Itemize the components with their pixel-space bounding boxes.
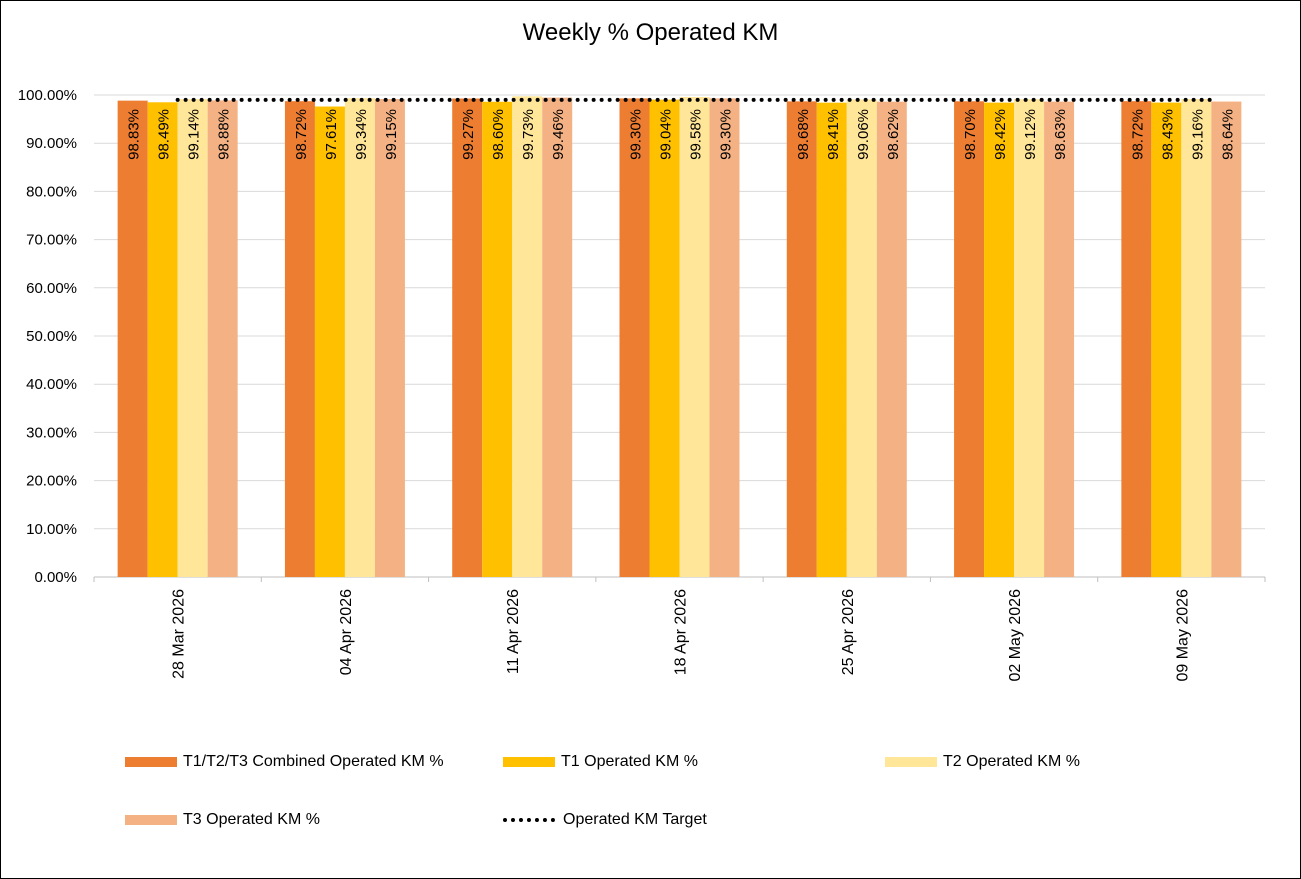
data-label: 99.06% (855, 109, 872, 160)
data-label: 98.70% (962, 109, 979, 160)
bar (786, 101, 817, 577)
data-label: 98.41% (825, 109, 842, 160)
y-tick-label: 30.00% (26, 424, 77, 441)
bar (512, 96, 543, 578)
bar (816, 102, 847, 577)
bar (679, 97, 710, 577)
data-label: 98.49% (156, 109, 173, 160)
data-label: 97.61% (323, 109, 340, 160)
legend-swatch-combined (125, 757, 177, 767)
chart-title: Weekly % Operated KM (522, 19, 779, 46)
data-label: 98.63% (1052, 109, 1069, 160)
legend-swatch-t1 (503, 757, 555, 767)
y-tick-label: 10.00% (26, 521, 77, 538)
bar (649, 99, 680, 577)
data-label: 98.60% (490, 109, 507, 160)
bar (1211, 101, 1242, 577)
legend-label-t1: T1 Operated KM % (561, 753, 698, 770)
legend-label-target: Operated KM Target (563, 811, 707, 828)
bar (374, 99, 405, 578)
legend-swatch-t2 (885, 757, 937, 767)
data-label: 99.12% (1022, 109, 1039, 160)
bar (619, 98, 650, 578)
y-tick-label: 50.00% (26, 328, 77, 345)
data-label: 98.62% (885, 109, 902, 160)
y-tick-label: 70.00% (26, 232, 77, 249)
data-label: 99.58% (688, 109, 705, 160)
y-tick-label: 90.00% (26, 135, 77, 152)
bar (876, 101, 907, 577)
data-label: 99.34% (353, 109, 370, 160)
x-tick-label: 18 Apr 2026 (673, 589, 690, 675)
data-label: 99.30% (628, 109, 645, 160)
x-tick-label: 11 Apr 2026 (505, 589, 522, 674)
data-label: 99.27% (460, 109, 477, 160)
bar (1121, 101, 1152, 577)
legend-item-combined: T1/T2/T3 Combined Operated KM % (125, 752, 444, 772)
legend-item-t1: T1 Operated KM % (503, 752, 698, 772)
bar (344, 98, 375, 577)
bar (452, 98, 483, 577)
bar (984, 102, 1015, 577)
y-tick-label: 100.00% (18, 87, 77, 104)
data-label: 99.16% (1189, 109, 1206, 160)
data-label: 98.88% (216, 109, 233, 160)
legend-item-t3: T3 Operated KM % (125, 810, 320, 830)
data-label: 98.68% (795, 109, 812, 160)
y-tick-label: 0.00% (34, 569, 77, 586)
legend-item-t2: T2 Operated KM % (885, 752, 1080, 772)
data-label: 99.46% (550, 109, 567, 160)
data-label: 98.72% (1129, 109, 1146, 160)
data-label: 98.64% (1219, 109, 1236, 160)
legend-swatch-target (503, 818, 555, 822)
legend-item-target: Operated KM Target (503, 810, 707, 830)
x-tick-label: 04 Apr 2026 (338, 589, 355, 675)
data-label: 98.72% (293, 109, 310, 160)
data-label: 99.15% (383, 109, 400, 160)
bar (1181, 99, 1212, 577)
data-label: 99.14% (186, 109, 203, 160)
bar (1151, 102, 1182, 578)
legend-label-t2: T2 Operated KM % (943, 753, 1080, 770)
legend-label-combined: T1/T2/T3 Combined Operated KM % (183, 753, 444, 770)
data-label: 99.30% (718, 109, 735, 160)
legend-label-t3: T3 Operated KM % (183, 811, 320, 828)
x-tick-label: 25 Apr 2026 (840, 589, 857, 675)
bar (1044, 101, 1075, 578)
bar (482, 101, 513, 578)
bar (542, 97, 573, 578)
bar (117, 100, 148, 577)
bar (709, 98, 740, 578)
x-tick-label: 28 Mar 2026 (171, 589, 188, 679)
data-label: 99.04% (658, 109, 675, 160)
bar (207, 100, 238, 577)
bar (147, 102, 178, 577)
x-tick-label: 02 May 2026 (1007, 589, 1024, 682)
bar (314, 106, 345, 577)
data-label: 99.73% (520, 109, 537, 160)
bar (1014, 99, 1045, 577)
bar (954, 101, 985, 578)
data-label: 98.83% (126, 109, 143, 160)
x-tick-label: 09 May 2026 (1174, 589, 1191, 682)
bar (846, 99, 877, 578)
legend-swatch-t3 (125, 815, 177, 825)
data-label: 98.43% (1159, 109, 1176, 160)
bar (284, 101, 315, 577)
bar (177, 99, 208, 577)
y-tick-label: 60.00% (26, 280, 77, 297)
y-tick-label: 40.00% (26, 376, 77, 393)
data-label: 98.42% (992, 109, 1009, 160)
y-tick-label: 80.00% (26, 183, 77, 200)
y-tick-label: 20.00% (26, 473, 77, 490)
